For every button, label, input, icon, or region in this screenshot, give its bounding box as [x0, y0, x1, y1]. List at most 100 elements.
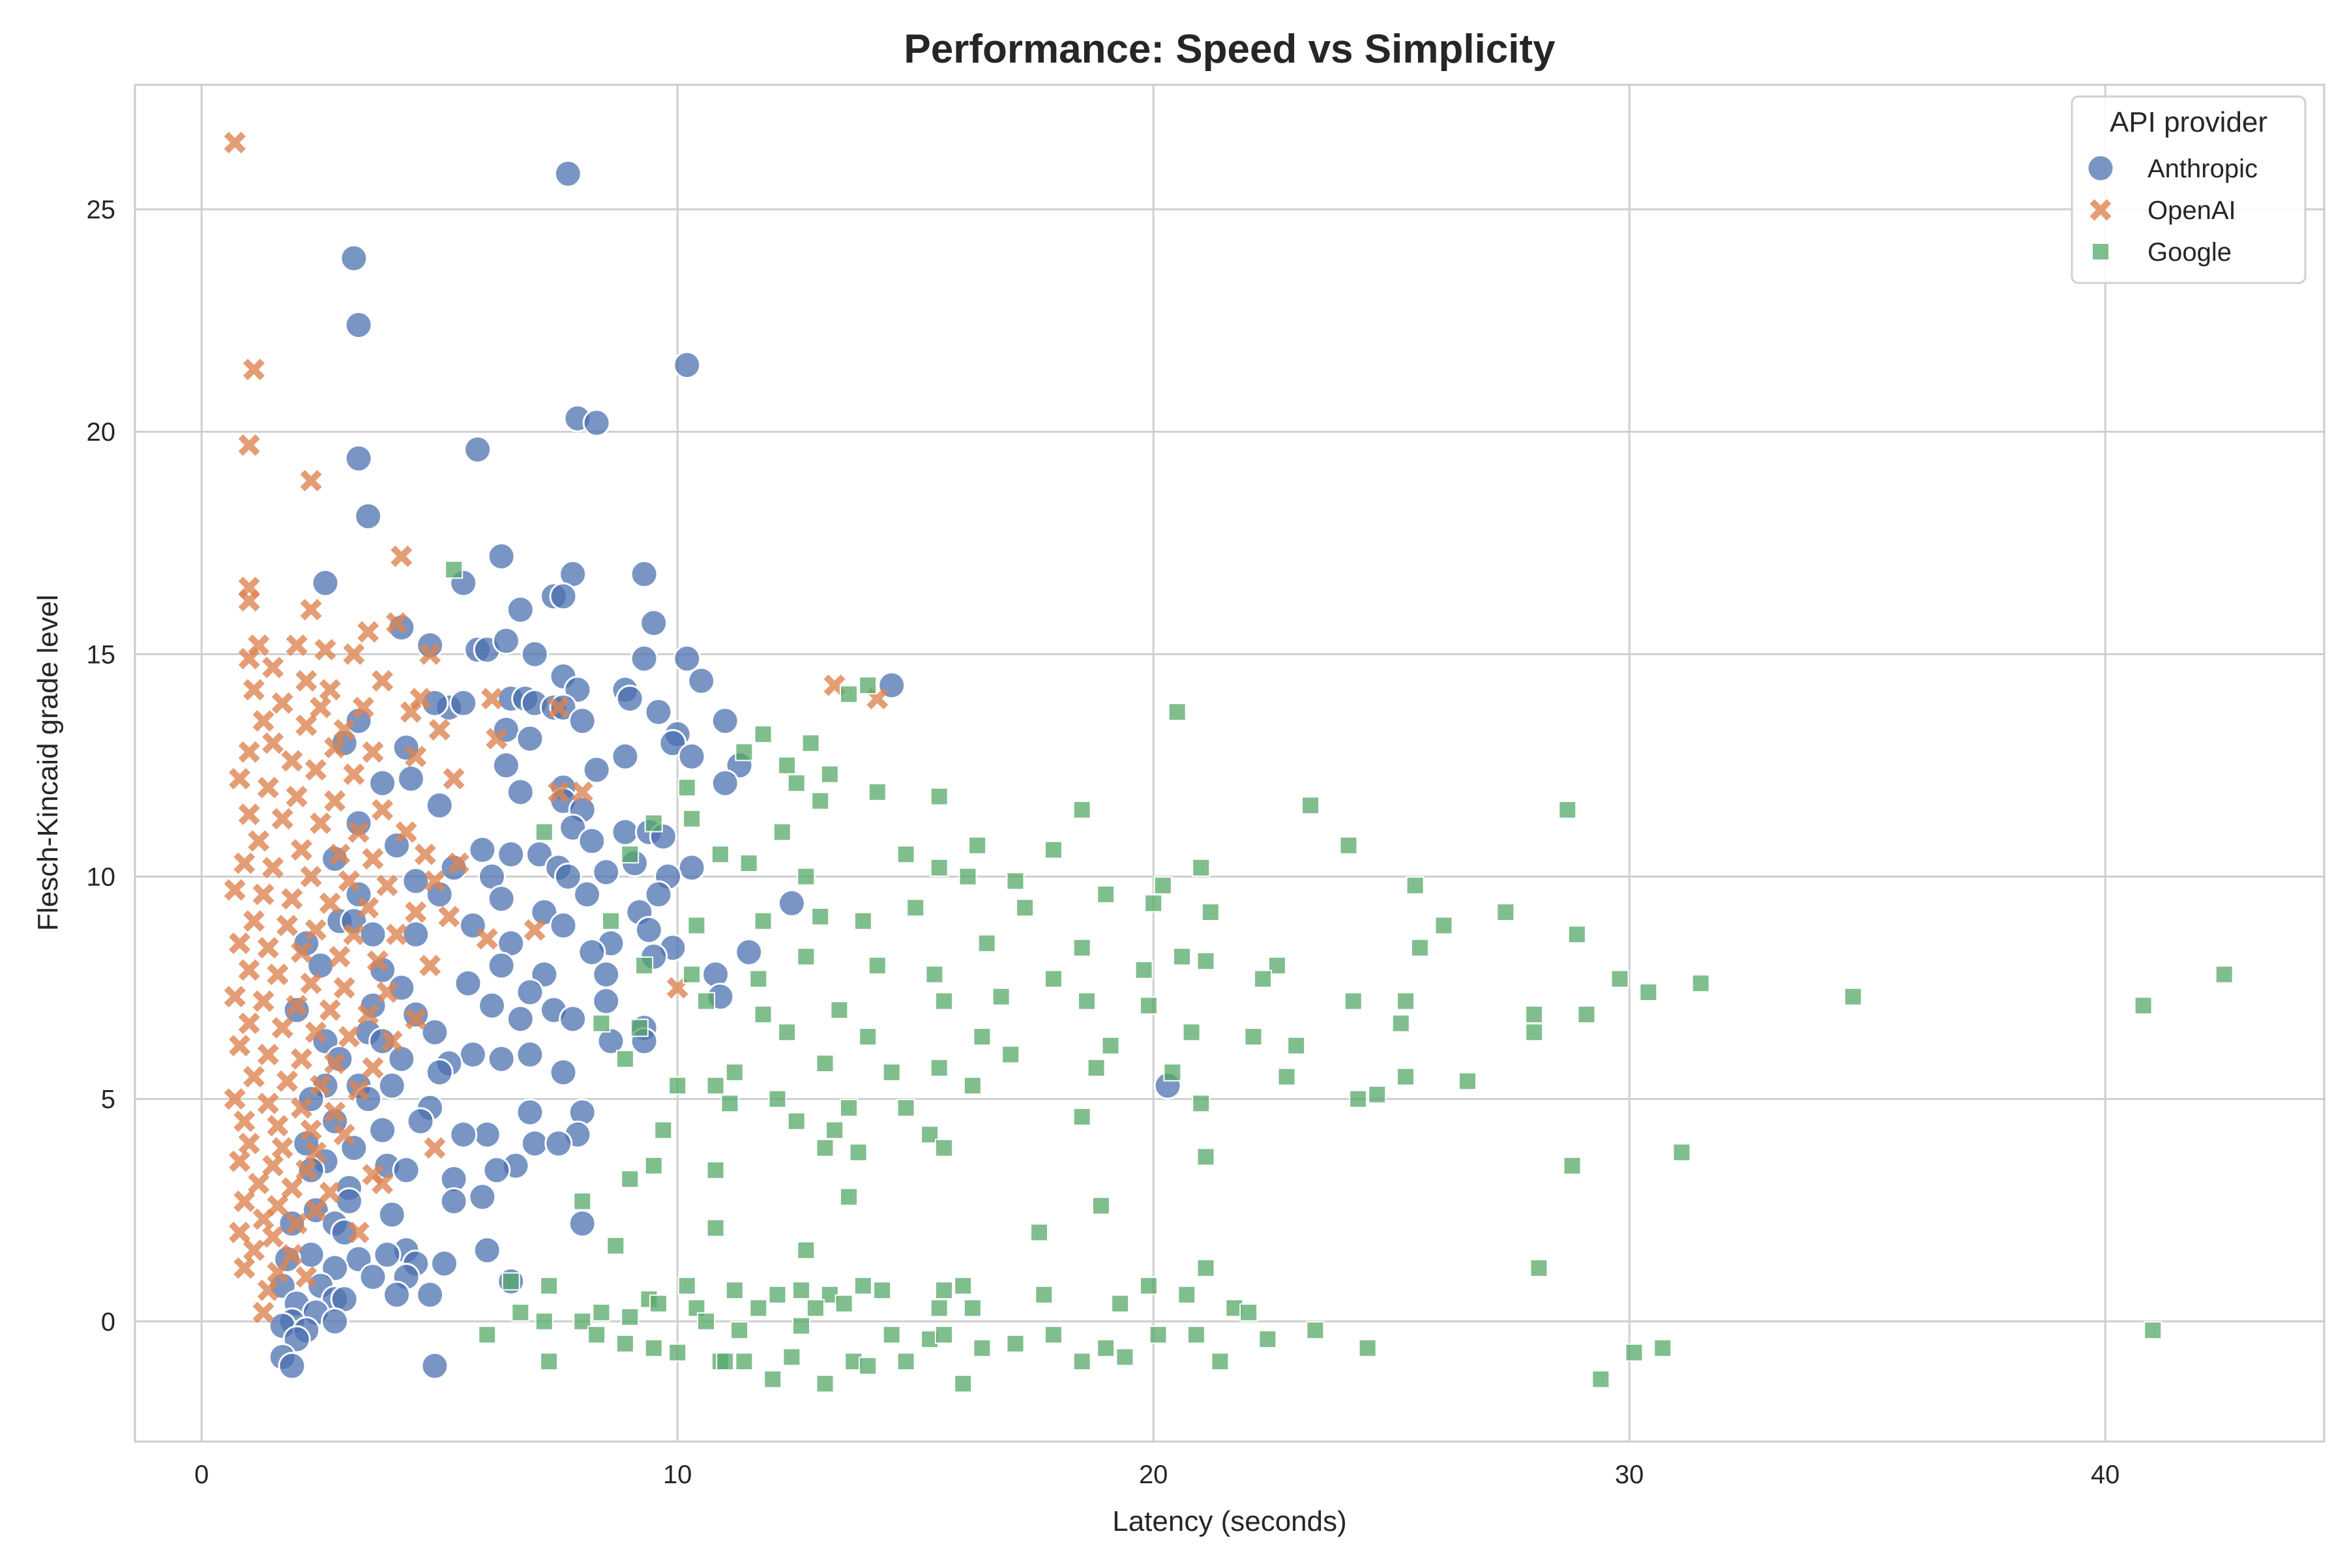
- data-point: [677, 778, 696, 797]
- data-point: [310, 812, 332, 835]
- data-point: [1144, 894, 1163, 913]
- data-point: [853, 911, 872, 930]
- data-point: [1639, 983, 1658, 1001]
- data-point: [930, 787, 949, 806]
- data-point: [1277, 1067, 1296, 1086]
- data-point: [540, 1352, 559, 1371]
- data-point: [357, 621, 379, 643]
- data-point: [582, 409, 611, 437]
- x-tick-label: 10: [663, 1460, 692, 1489]
- data-point: [811, 791, 830, 810]
- data-point: [458, 1040, 487, 1069]
- data-point: [238, 589, 260, 612]
- data-point: [333, 1123, 355, 1146]
- data-point: [1525, 1005, 1544, 1024]
- data-point: [778, 756, 797, 775]
- data-point: [419, 643, 441, 665]
- data-point: [372, 1172, 394, 1194]
- data-point: [1339, 836, 1358, 855]
- data-point: [1563, 1156, 1582, 1175]
- data-point: [300, 1119, 322, 1141]
- data-point: [492, 627, 520, 655]
- data-point: [271, 1016, 293, 1039]
- data-point: [1139, 996, 1158, 1015]
- data-point: [797, 1241, 816, 1260]
- data-point: [1196, 1258, 1215, 1277]
- data-point: [568, 1209, 597, 1238]
- data-point: [238, 647, 260, 670]
- data-point: [362, 848, 384, 870]
- data-point: [968, 836, 987, 855]
- data-point: [516, 1098, 544, 1127]
- data-point: [281, 888, 303, 910]
- data-point: [787, 1112, 806, 1131]
- data-point: [343, 643, 365, 665]
- data-point: [290, 1048, 313, 1070]
- y-tick-label: 5: [101, 1086, 115, 1114]
- data-point: [749, 1299, 768, 1318]
- data-point: [347, 1079, 370, 1101]
- data-point: [754, 1005, 773, 1024]
- data-point: [930, 858, 949, 877]
- data-point: [644, 1339, 663, 1357]
- data-point: [683, 965, 701, 984]
- data-point: [540, 1277, 559, 1295]
- data-point: [706, 1161, 725, 1179]
- data-point: [1192, 858, 1211, 877]
- data-point: [706, 1076, 725, 1095]
- data-point: [516, 724, 544, 753]
- data-point: [257, 1043, 279, 1065]
- data-point: [281, 1177, 303, 1199]
- data-point: [516, 978, 544, 1007]
- data-point: [930, 1058, 949, 1077]
- legend-label: OpenAI: [2148, 196, 2236, 225]
- data-point: [476, 928, 498, 950]
- data-point: [925, 965, 944, 984]
- data-point: [286, 786, 308, 808]
- data-point: [449, 1120, 478, 1149]
- data-point: [530, 898, 559, 926]
- data-point: [286, 994, 308, 1016]
- data-point: [238, 741, 260, 763]
- data-point: [868, 782, 887, 801]
- data-point: [290, 1097, 313, 1119]
- data-point: [768, 1089, 787, 1108]
- data-point: [773, 823, 791, 842]
- data-point: [468, 836, 497, 865]
- data-point: [797, 947, 816, 966]
- data-point: [271, 1137, 293, 1159]
- data-point: [359, 920, 387, 949]
- data-point: [1349, 1089, 1368, 1108]
- data-point: [935, 992, 953, 1011]
- data-point: [478, 991, 506, 1020]
- data-point: [344, 444, 373, 473]
- data-point: [421, 1352, 449, 1380]
- data-point: [387, 1044, 416, 1073]
- data-point: [792, 1316, 810, 1335]
- data-point: [754, 911, 773, 930]
- data-point: [238, 803, 260, 825]
- data-point: [482, 1156, 511, 1185]
- data-point: [267, 964, 289, 986]
- data-point: [392, 1156, 421, 1185]
- data-point: [238, 959, 260, 981]
- data-point: [262, 1155, 284, 1177]
- data-point: [402, 920, 430, 949]
- data-point: [587, 1325, 606, 1344]
- data-point: [725, 1281, 744, 1300]
- data-point: [954, 1277, 973, 1295]
- data-point: [1006, 872, 1025, 891]
- data-point: [935, 1138, 953, 1157]
- data-point: [571, 781, 593, 803]
- data-point: [735, 1352, 754, 1371]
- data-point: [243, 359, 265, 381]
- data-point: [449, 688, 478, 717]
- data-point: [725, 1063, 744, 1082]
- data-point: [372, 799, 394, 821]
- y-tick-label: 20: [87, 418, 116, 447]
- data-point: [1177, 1285, 1196, 1304]
- data-point: [1153, 876, 1172, 895]
- data-point: [2215, 965, 2234, 984]
- data-point: [300, 865, 322, 888]
- data-point: [1078, 992, 1096, 1011]
